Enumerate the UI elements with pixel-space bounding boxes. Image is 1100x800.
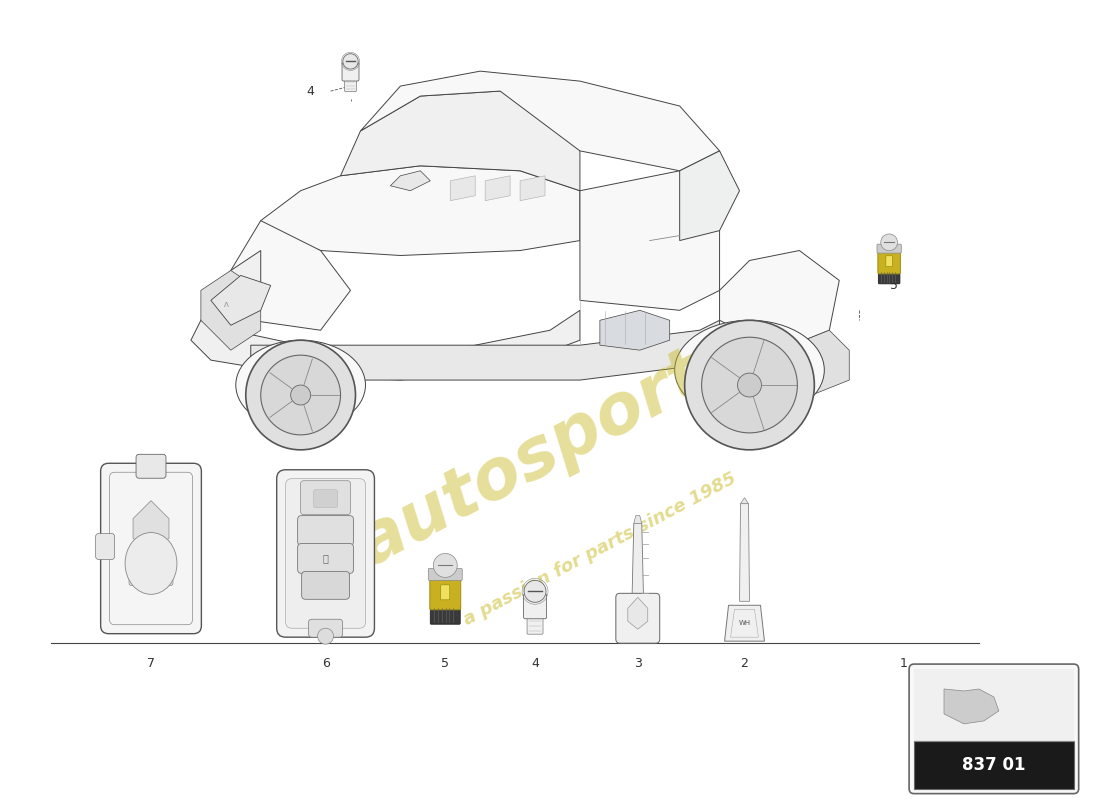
Polygon shape xyxy=(580,170,719,310)
Circle shape xyxy=(343,54,359,69)
Polygon shape xyxy=(201,250,261,330)
FancyBboxPatch shape xyxy=(616,594,660,643)
FancyBboxPatch shape xyxy=(430,577,461,610)
FancyBboxPatch shape xyxy=(309,619,342,637)
FancyBboxPatch shape xyxy=(879,270,900,284)
Polygon shape xyxy=(361,71,719,170)
FancyBboxPatch shape xyxy=(344,77,356,92)
FancyBboxPatch shape xyxy=(286,478,365,628)
Polygon shape xyxy=(261,166,580,255)
Polygon shape xyxy=(133,501,169,549)
Polygon shape xyxy=(251,320,719,380)
FancyBboxPatch shape xyxy=(314,490,338,508)
Text: 5: 5 xyxy=(441,657,449,670)
Polygon shape xyxy=(725,606,764,641)
FancyBboxPatch shape xyxy=(300,481,351,514)
FancyBboxPatch shape xyxy=(100,463,201,634)
Bar xyxy=(914,669,1074,744)
Ellipse shape xyxy=(235,340,365,430)
Text: 837 01: 837 01 xyxy=(962,756,1025,774)
Ellipse shape xyxy=(125,533,177,594)
Text: 5: 5 xyxy=(890,279,898,292)
Text: 3: 3 xyxy=(634,657,641,670)
Text: 7: 7 xyxy=(147,657,155,670)
Ellipse shape xyxy=(674,320,824,420)
Polygon shape xyxy=(780,330,849,400)
Circle shape xyxy=(290,385,310,405)
Polygon shape xyxy=(680,151,739,241)
Circle shape xyxy=(261,355,341,435)
Circle shape xyxy=(684,320,814,450)
FancyBboxPatch shape xyxy=(428,569,462,580)
FancyBboxPatch shape xyxy=(301,571,350,599)
Text: 6: 6 xyxy=(321,657,330,670)
Text: 4: 4 xyxy=(307,85,315,98)
Polygon shape xyxy=(450,176,475,201)
FancyBboxPatch shape xyxy=(527,614,543,634)
Circle shape xyxy=(433,554,458,578)
Polygon shape xyxy=(944,689,999,724)
Polygon shape xyxy=(201,270,261,350)
Polygon shape xyxy=(390,170,430,190)
Polygon shape xyxy=(634,515,641,523)
Polygon shape xyxy=(191,310,580,380)
Polygon shape xyxy=(520,176,544,201)
Circle shape xyxy=(737,373,761,397)
FancyBboxPatch shape xyxy=(277,470,374,637)
Polygon shape xyxy=(211,275,271,326)
FancyBboxPatch shape xyxy=(96,534,114,559)
Text: Λ: Λ xyxy=(223,302,228,308)
Polygon shape xyxy=(600,310,670,350)
FancyBboxPatch shape xyxy=(886,256,892,266)
FancyBboxPatch shape xyxy=(298,543,353,574)
Polygon shape xyxy=(631,523,644,608)
FancyBboxPatch shape xyxy=(878,250,901,274)
Polygon shape xyxy=(739,504,749,602)
Text: a passion for parts since 1985: a passion for parts since 1985 xyxy=(461,470,739,630)
FancyBboxPatch shape xyxy=(136,454,166,478)
Text: WH: WH xyxy=(738,620,750,626)
Circle shape xyxy=(524,580,546,602)
FancyBboxPatch shape xyxy=(129,562,173,586)
Text: 2: 2 xyxy=(740,657,748,670)
Circle shape xyxy=(245,340,355,450)
Polygon shape xyxy=(628,598,648,630)
Bar xyxy=(914,741,1074,789)
FancyBboxPatch shape xyxy=(909,664,1079,794)
Text: 4: 4 xyxy=(531,657,539,670)
FancyBboxPatch shape xyxy=(441,585,450,600)
Circle shape xyxy=(881,234,898,250)
FancyBboxPatch shape xyxy=(430,606,460,624)
Text: autosports: autosports xyxy=(346,321,754,579)
Polygon shape xyxy=(740,498,748,504)
Polygon shape xyxy=(719,250,839,350)
Text: 1: 1 xyxy=(900,657,908,670)
FancyBboxPatch shape xyxy=(298,515,353,546)
Circle shape xyxy=(702,338,798,433)
Text: ⚿: ⚿ xyxy=(322,554,329,563)
Polygon shape xyxy=(211,221,351,330)
FancyBboxPatch shape xyxy=(524,594,547,618)
Polygon shape xyxy=(485,176,510,201)
FancyBboxPatch shape xyxy=(342,62,359,81)
Polygon shape xyxy=(341,91,580,190)
Circle shape xyxy=(318,628,333,644)
FancyBboxPatch shape xyxy=(877,244,901,253)
